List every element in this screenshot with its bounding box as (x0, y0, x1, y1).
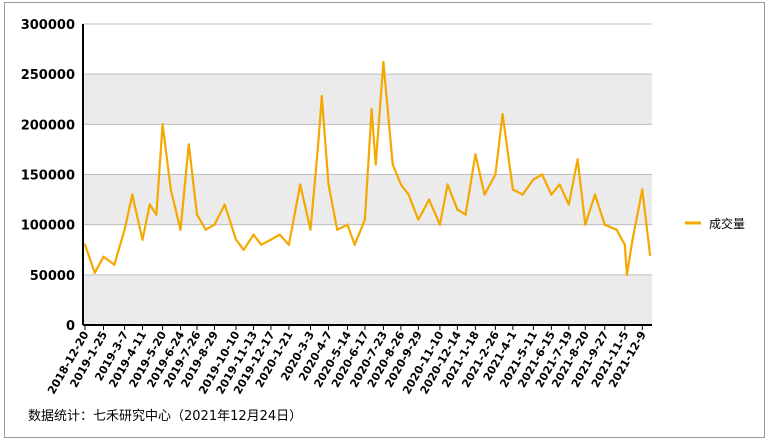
data-point (234, 238, 238, 241)
data-point (242, 248, 245, 251)
data-point (204, 228, 207, 231)
data-point (259, 243, 263, 246)
data-point (567, 203, 571, 206)
data-point (93, 271, 96, 275)
data-point (464, 213, 467, 216)
data-point (511, 188, 515, 191)
data-point (483, 193, 486, 196)
data-point (102, 255, 105, 258)
data-point (382, 60, 385, 64)
data-point (625, 273, 629, 277)
data-point (155, 213, 158, 216)
data-point (346, 223, 349, 226)
data-point (195, 213, 199, 216)
data-point (148, 203, 151, 206)
y-tick-label: 150000 (21, 169, 75, 184)
data-point (187, 143, 190, 146)
data-point (603, 223, 606, 226)
data-point (407, 193, 410, 196)
data-point (161, 123, 164, 126)
y-tick-label: 250000 (21, 68, 75, 83)
data-point (131, 193, 134, 196)
data-point (363, 218, 367, 221)
data-point (179, 228, 182, 231)
grid-band (83, 74, 652, 125)
data-point (521, 193, 524, 196)
chart-frame (4, 2, 765, 438)
grid-band (83, 274, 652, 325)
data-point (269, 238, 273, 241)
y-tick-label: 300000 (21, 18, 75, 33)
data-point (593, 193, 597, 196)
data-point (316, 143, 320, 146)
data-point (648, 253, 652, 256)
y-tick-label: 0 (66, 319, 75, 334)
data-point (353, 243, 356, 246)
data-point (299, 183, 302, 186)
data-point (391, 163, 394, 166)
data-point (123, 228, 126, 231)
data-point (540, 173, 544, 176)
data-point (113, 263, 116, 266)
data-point (335, 228, 339, 231)
data-point (141, 238, 144, 241)
data-point (327, 183, 330, 186)
data-point (532, 178, 535, 181)
y-tick-label: 50000 (30, 269, 75, 284)
data-point (623, 243, 627, 246)
data-point (320, 95, 323, 98)
y-tick-label: 100000 (21, 219, 75, 234)
data-point (641, 188, 644, 191)
data-point (370, 108, 373, 111)
data-point (399, 183, 403, 186)
data-point (631, 238, 634, 241)
series-line (83, 60, 652, 276)
data-point (252, 233, 255, 236)
data-point (494, 173, 497, 176)
data-point (615, 228, 618, 231)
data-point (550, 193, 553, 196)
data-point (417, 218, 420, 221)
source-note: 数据统计：七禾研究中心（2021年12月24日） (28, 409, 303, 424)
data-point (584, 223, 587, 226)
data-point (427, 198, 431, 201)
data-point (309, 228, 312, 231)
data-point (278, 233, 281, 236)
y-tick-label: 200000 (21, 118, 75, 133)
data-point (287, 243, 291, 246)
data-point (169, 188, 172, 191)
data-point (474, 153, 477, 156)
data-point (456, 208, 459, 211)
data-point (576, 158, 579, 161)
data-point (558, 183, 561, 186)
data-point (83, 243, 87, 246)
data-point (446, 183, 449, 186)
data-point (223, 203, 226, 206)
data-point (374, 163, 377, 166)
data-point (438, 223, 442, 226)
legend-label: 成交量 (709, 216, 745, 231)
data-point (501, 113, 504, 116)
data-point (213, 223, 216, 226)
